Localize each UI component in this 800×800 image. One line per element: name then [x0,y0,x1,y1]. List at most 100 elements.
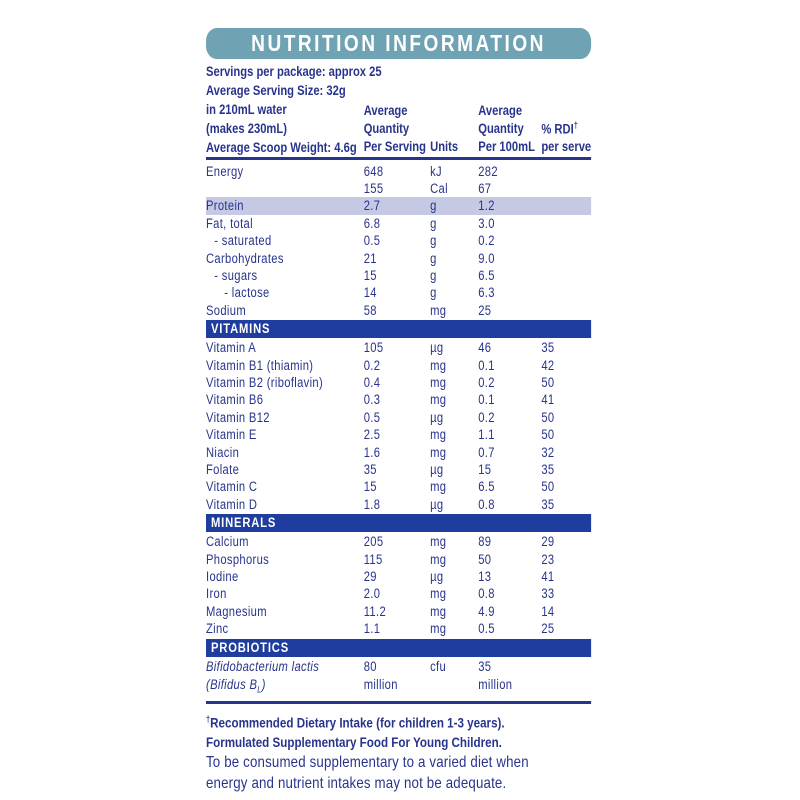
cell-per-100ml: 0.8 [478,496,495,512]
cell-units: g [430,198,437,214]
row-label-text: Vitamin B12 [206,409,270,425]
col-header-units: Units [430,139,459,154]
cell-units: g [430,267,437,283]
cell-units [430,676,478,699]
section-header-minerals: MINERALS [206,514,592,533]
row-label-text: - saturated [214,233,272,249]
cell-per-serving: 80 [363,658,377,674]
cell-per-serving: 0.2 [363,357,381,373]
row-label-text: Vitamin B1 (thiamin) [206,357,314,373]
cell-units: g [430,250,437,266]
table-row: Calcium 205 mg 89 29 [206,533,591,550]
table-row: Vitamin B1 (thiamin) 0.2 mg 0.1 42 [206,357,591,374]
cell-per-serving: 1.1 [363,621,381,637]
table-row: Vitamin B6 0.3 mg 0.1 41 [206,391,591,408]
cell-units: Cal [430,180,448,196]
cell-units: mg [430,374,447,390]
row-label: Magnesium [206,603,364,620]
row-label [206,180,364,197]
cell-per-serving: 35 [363,462,377,477]
row-label: Phosphorus [206,551,364,568]
cell-rdi [541,250,591,267]
table-row: Magnesium 11.2 mg 4.9 14 [206,603,591,620]
cell-rdi [541,676,591,699]
table-row: - saturated 0.5 g 0.2 [206,232,591,249]
cell-units: µg [430,409,444,425]
cell-units: mg [430,392,447,408]
cell-per-100ml: 6.5 [478,267,495,283]
col-header-per-100ml: Average Quantity Per 100mL [478,103,535,154]
header-divider [206,157,592,160]
row-label-text: - lactose [224,285,270,301]
cell-rdi: 50 [541,409,555,425]
table-row: Iron 2.0 mg 0.8 33 [206,585,591,602]
cell-per-100ml: 0.2 [478,233,495,249]
row-label: Iron [206,585,364,602]
row-label: Folate [206,461,364,478]
cell-per-100ml: 50 [478,551,492,567]
table-row: Vitamin B2 (riboflavin) 0.4 mg 0.2 50 [206,374,591,391]
row-label-text: ) [261,677,266,693]
row-label: Vitamin D [206,496,364,513]
row-label: Fat, total [206,215,364,232]
section-header-probiotics: PROBIOTICS [206,638,592,657]
row-label: Energy [206,163,364,180]
servings-per-package: Servings per package: approx 25 [206,64,382,79]
cell-per-100ml: 35 [478,658,492,674]
cell-units: mg [430,603,447,619]
table-row: Phosphorus 115 mg 50 23 [206,551,591,568]
dagger-symbol: † [573,119,578,130]
row-label: Vitamin C [206,478,364,495]
cell-per-100ml: 0.7 [478,444,495,460]
cell-rdi: 14 [541,603,555,619]
cell-per-serving: 1.6 [363,444,381,460]
row-label-text: Vitamin B6 [206,392,264,408]
cell-rdi: 35 [541,462,555,477]
table-row: Energy 648 kJ 282 [206,160,591,180]
cell-per-100ml: 1.1 [478,427,495,443]
cell-units: kJ [430,163,442,179]
cell-units: g [430,285,437,301]
cell-per-serving: 155 [363,180,384,196]
row-label: - sugars [206,267,364,284]
table-row: Fat, total 6.8 g 3.0 [206,215,591,232]
col-header-rdi: % RDI† per serve [541,119,592,155]
table-row: Vitamin C 15 mg 6.5 50 [206,478,591,495]
cell-per-100ml: 0.2 [478,374,495,390]
table-row: Vitamin A 105 µg 46 35 [206,339,591,356]
table-row: Vitamin D 1.8 µg 0.8 35 [206,496,591,513]
row-label-text: - sugars [214,267,258,283]
table-row: Bifidobacterium lactis 80 cfu 35 [206,658,591,677]
row-label: Iodine [206,568,364,585]
table-row: Vitamin E 2.5 mg 1.1 50 [206,426,591,443]
cell-units: mg [430,551,447,567]
row-label: Carbohydrates [206,250,364,267]
row-label-text: (Bifidus B [206,677,258,693]
footnote-consumed-1: To be consumed supplementary to a varied… [206,753,529,771]
table-row: Vitamin B12 0.5 µg 0.2 50 [206,409,591,426]
footer-divider [206,701,592,704]
row-label-text: Vitamin E [206,427,257,443]
row-label: Sodium [206,302,364,319]
cell-per-100ml: 13 [478,569,492,585]
cell-rdi [541,267,591,284]
cell-per-serving: 6.8 [363,215,381,231]
title-band: NUTRITION INFORMATION [206,28,592,59]
water-volume: in 210mL water [206,102,287,117]
row-label-subscript: L [257,684,262,695]
table-row: Carbohydrates 21 g 9.0 [206,250,591,267]
row-label-text: Magnesium [206,603,267,619]
row-label-text: Phosphorus [206,551,270,567]
cell-rdi: 42 [541,357,555,373]
row-label-text: Fat, total [206,215,253,231]
cell-per-100ml: 6.5 [478,479,495,495]
cell-per-serving: 29 [363,569,377,585]
cell-units: mg [430,621,447,637]
table-row: Folate 35 µg 15 35 [206,461,591,478]
row-label: (Bifidus BL) [206,676,364,699]
cell-rdi [541,658,591,677]
table-row: Niacin 1.6 mg 0.7 32 [206,444,591,461]
footnotes: †Recommended Dietary Intake (for childre… [206,710,591,795]
row-label-text: Iodine [206,569,239,585]
cell-per-serving: 0.3 [363,392,381,408]
